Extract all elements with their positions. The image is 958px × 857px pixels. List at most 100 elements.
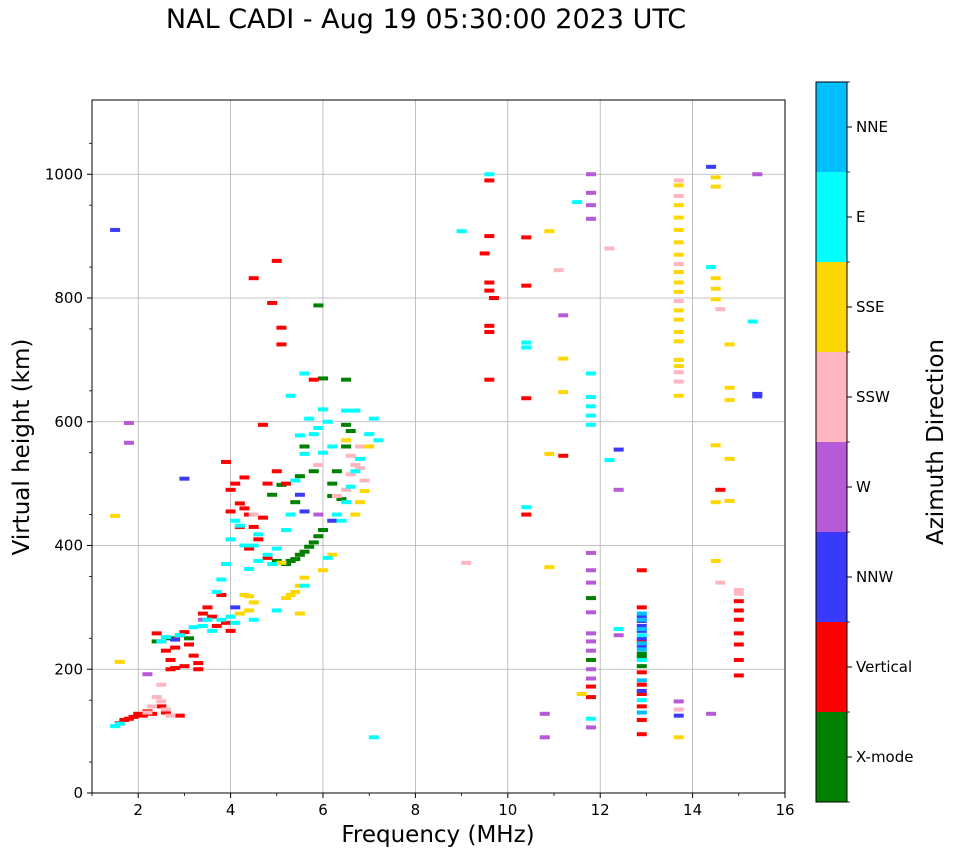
data-point <box>262 555 273 560</box>
data-point <box>544 229 555 234</box>
data-point <box>184 642 195 647</box>
data-point <box>673 364 684 369</box>
data-point <box>585 667 596 672</box>
data-point <box>673 299 684 304</box>
data-point <box>211 623 222 628</box>
data-point <box>613 447 624 452</box>
data-point <box>576 692 587 696</box>
x-tick-label: 2 <box>133 801 143 819</box>
data-point <box>207 614 218 619</box>
data-point <box>244 567 255 572</box>
data-point <box>724 398 735 403</box>
data-point <box>484 330 495 335</box>
x-tick-label: 8 <box>411 801 421 819</box>
data-point <box>350 469 361 474</box>
data-point <box>710 297 721 302</box>
data-point <box>345 472 356 477</box>
data-point <box>345 484 356 489</box>
data-point <box>248 543 259 548</box>
data-point <box>281 528 292 533</box>
data-point <box>294 433 305 438</box>
data-point <box>234 523 245 528</box>
data-point <box>636 688 647 693</box>
data-point <box>585 413 596 418</box>
data-point <box>673 261 684 266</box>
data-point <box>304 416 315 421</box>
data-point <box>558 390 569 395</box>
colorbar-frame <box>815 81 848 803</box>
data-point <box>710 175 721 180</box>
data-point <box>710 443 721 448</box>
data-point <box>484 377 495 382</box>
data-point <box>170 645 181 650</box>
series-nnw <box>110 164 763 718</box>
data-point <box>585 203 596 208</box>
y-tick-label: 0 <box>73 784 83 802</box>
data-point <box>673 183 684 188</box>
data-point <box>248 512 259 517</box>
data-point <box>558 453 569 458</box>
data-point <box>345 429 356 434</box>
data-point <box>202 605 213 610</box>
grid-lines <box>92 100 785 793</box>
data-point <box>488 296 499 300</box>
data-point <box>313 425 324 430</box>
data-point <box>336 518 347 523</box>
data-point <box>225 537 236 542</box>
data-point <box>733 608 744 613</box>
y-tick-label: 600 <box>54 413 83 431</box>
data-point <box>636 643 647 648</box>
data-point <box>239 543 250 548</box>
data-point <box>585 631 596 636</box>
data-point <box>715 487 726 492</box>
data-point <box>673 227 684 232</box>
data-point <box>193 667 204 672</box>
data-point <box>151 695 162 700</box>
series-vertical <box>114 178 744 737</box>
data-point <box>521 396 532 401</box>
data-point <box>165 657 176 662</box>
data-point <box>585 610 596 615</box>
data-point <box>585 550 596 555</box>
data-point <box>613 627 624 632</box>
colorbar-tick-label: SSE <box>856 298 885 316</box>
data-point <box>156 704 167 709</box>
data-point <box>706 265 717 270</box>
data-point <box>673 393 684 398</box>
data-point <box>585 580 596 585</box>
data-point <box>521 235 532 240</box>
data-point <box>636 654 647 659</box>
data-point <box>585 684 596 689</box>
data-point <box>636 647 647 652</box>
data-point <box>318 528 328 533</box>
y-tick-label: 800 <box>54 289 83 307</box>
data-point <box>331 512 342 517</box>
data-point <box>156 699 167 704</box>
data-point <box>165 713 176 718</box>
data-point <box>724 498 735 503</box>
data-point <box>160 635 171 640</box>
data-point <box>710 558 721 563</box>
data-point <box>308 540 319 545</box>
data-point <box>142 672 153 677</box>
colorbar-tick-label: NNW <box>856 568 893 586</box>
data-point <box>673 203 684 208</box>
colorbar-segment-nne <box>816 82 847 172</box>
data-point <box>585 172 596 177</box>
data-point <box>327 444 338 449</box>
colorbar-segment-nnw <box>816 532 847 622</box>
data-point <box>710 276 721 281</box>
data-point <box>484 323 495 328</box>
data-point <box>299 509 310 514</box>
data-point <box>294 492 305 497</box>
data-point <box>350 512 361 517</box>
data-point <box>294 552 305 557</box>
data-point <box>202 617 213 622</box>
data-point <box>341 444 352 449</box>
data-point <box>331 469 342 474</box>
data-point <box>733 673 744 678</box>
data-point <box>585 371 596 376</box>
data-point <box>636 614 647 619</box>
data-point <box>197 611 208 616</box>
data-point <box>747 319 758 324</box>
